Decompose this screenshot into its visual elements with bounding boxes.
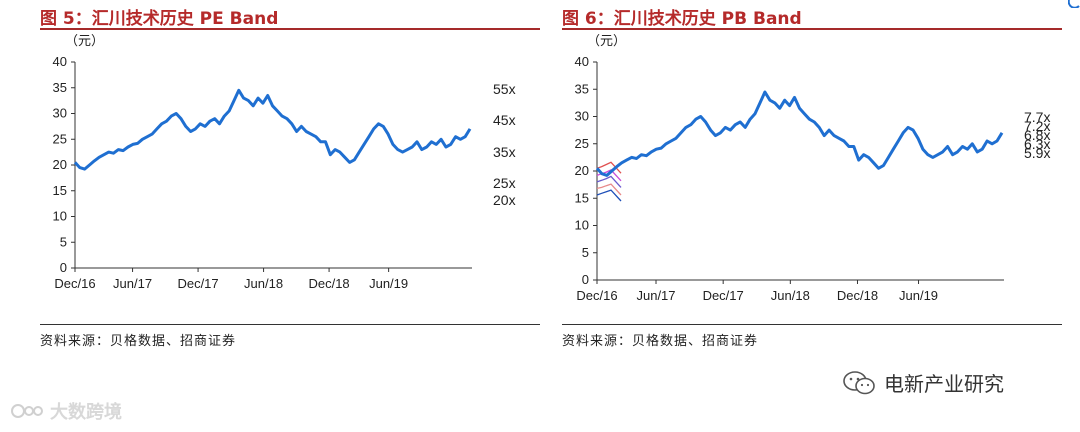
brand-watermark: 大数跨境 xyxy=(10,398,122,424)
y-unit-label: （元） xyxy=(587,33,626,48)
source-note: 资料来源：贝格数据、招商证券 xyxy=(40,334,237,349)
y-tick-label: 20 xyxy=(53,157,67,172)
x-tick-label: Jun/19 xyxy=(369,276,408,291)
band-label: 7.7x xyxy=(1024,109,1050,125)
pb-band-panel: 图 6：汇川技术历史 PB Band （元） 0 5 10 15 20 25 30 35 40 De… xyxy=(562,0,1062,360)
y-tick-label: 30 xyxy=(53,106,67,121)
band-line xyxy=(596,175,622,188)
band-label: 6.8x xyxy=(1024,127,1050,143)
band-label: 20x xyxy=(493,192,516,208)
source-rule xyxy=(40,324,540,325)
band-line xyxy=(596,169,622,182)
brand-logo-icon xyxy=(11,404,43,418)
x-tick-label: Jun/18 xyxy=(771,288,810,303)
y-tick-label: 40 xyxy=(53,54,67,69)
pe-band-panel: 图 5：汇川技术历史 PE Band （元） 0 5 10 15 20 25 30 35 40 De… xyxy=(40,0,540,360)
title-rule xyxy=(562,28,1062,30)
x-tick-label: Dec/17 xyxy=(703,288,744,303)
pe-band-chart: （元） 0 5 10 15 20 25 30 35 40 Dec/16 Jun/17 Dec/17 Jun… xyxy=(53,33,516,291)
band-label: 6.3x xyxy=(1024,136,1050,152)
x-tick-label: Dec/16 xyxy=(54,276,95,291)
y-tick-label: 35 xyxy=(53,80,67,95)
x-tick-label: Jun/17 xyxy=(113,276,152,291)
y-tick-label: 35 xyxy=(575,81,589,96)
band-line xyxy=(596,161,622,174)
source-note: 资料来源：贝格数据、招商证券 xyxy=(562,334,759,349)
y-tick-label: 10 xyxy=(53,209,67,224)
x-tick-label: Dec/18 xyxy=(308,276,349,291)
y-tick-label: 5 xyxy=(582,245,589,260)
band-label: 45x xyxy=(493,112,516,128)
price-line xyxy=(595,90,1004,177)
x-tick-label: Dec/17 xyxy=(177,276,218,291)
panel-title: 图 5：汇川技术历史 PE Band xyxy=(40,9,279,29)
y-tick-label: 15 xyxy=(575,190,589,205)
x-tick-label: Jun/17 xyxy=(636,288,675,303)
y-unit-label: （元） xyxy=(65,33,104,48)
band-label: 25x xyxy=(493,175,516,191)
y-tick-label: 40 xyxy=(575,54,589,69)
watermark-text: 大数跨境 xyxy=(50,402,122,423)
x-tick-label: Dec/16 xyxy=(576,288,617,303)
y-tick-label: 20 xyxy=(575,163,589,178)
panel-title: 图 6：汇川技术历史 PB Band xyxy=(562,9,802,29)
band-line xyxy=(596,183,622,196)
y-tick-label: 25 xyxy=(575,136,589,151)
y-tick-label: 15 xyxy=(53,183,67,198)
y-tick-label: 10 xyxy=(575,218,589,233)
band-label: 55x xyxy=(493,81,516,97)
watermark-text: 电新产业研究 xyxy=(884,372,1004,396)
wechat-icon xyxy=(843,370,875,394)
pb-band-chart: （元） 0 5 10 15 20 25 30 35 40 Dec/16 Jun/17 Dec/17 Jun… xyxy=(575,33,1051,303)
y-tick-label: 5 xyxy=(60,234,67,249)
band-label: 7.2x xyxy=(1024,118,1050,134)
x-tick-label: Dec/18 xyxy=(837,288,878,303)
band-label: 35x xyxy=(493,144,516,160)
x-tick-label: Jun/18 xyxy=(244,276,283,291)
y-tick-label: 0 xyxy=(60,260,67,275)
title-rule xyxy=(40,28,540,30)
y-tick-label: 30 xyxy=(575,109,589,124)
corner-arc-icon xyxy=(1068,0,1080,8)
wechat-watermark: 电新产业研究 xyxy=(842,368,1004,397)
price-line xyxy=(73,88,472,171)
band-label: 5.9x xyxy=(1024,145,1050,161)
x-tick-label: Jun/19 xyxy=(899,288,938,303)
y-tick-label: 0 xyxy=(582,272,589,287)
band-line xyxy=(596,189,622,202)
source-rule xyxy=(562,324,1062,325)
y-tick-label: 25 xyxy=(53,131,67,146)
